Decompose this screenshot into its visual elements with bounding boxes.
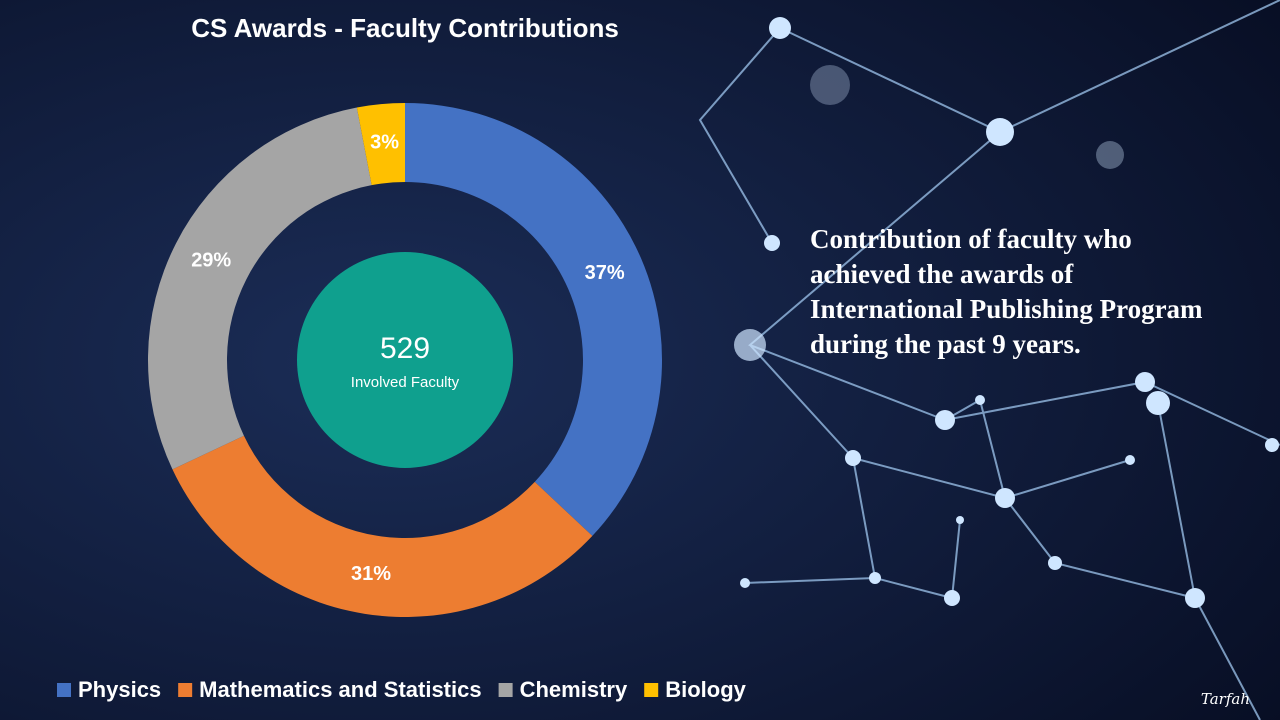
chart-title: CS Awards - Faculty Contributions — [191, 13, 619, 43]
network-nodes — [734, 17, 1279, 608]
data-label: 3% — [370, 132, 399, 154]
center-circle — [297, 252, 513, 468]
legend-label: Biology — [665, 677, 746, 702]
donut-segment — [405, 103, 662, 536]
center-value: 529 — [380, 332, 430, 365]
donut-segment — [148, 107, 372, 470]
data-label: 37% — [585, 262, 625, 284]
legend-swatch — [57, 683, 71, 697]
legend-label: Chemistry — [520, 677, 628, 702]
signature: Tarfah — [1200, 690, 1250, 708]
donut-segment — [356, 103, 405, 186]
legend-swatch — [498, 683, 513, 697]
legend-swatch — [178, 683, 193, 697]
legend-label: Mathematics and Statistics — [199, 677, 481, 702]
donut-segment — [172, 435, 593, 617]
legend-label: Physics — [78, 677, 161, 702]
data-label: 29% — [191, 250, 231, 272]
side-text: Contribution of faculty who achieved the… — [810, 224, 1203, 359]
center-label: Involved Faculty — [351, 374, 460, 391]
data-label: 31% — [351, 563, 391, 585]
legend-swatch — [644, 683, 659, 697]
